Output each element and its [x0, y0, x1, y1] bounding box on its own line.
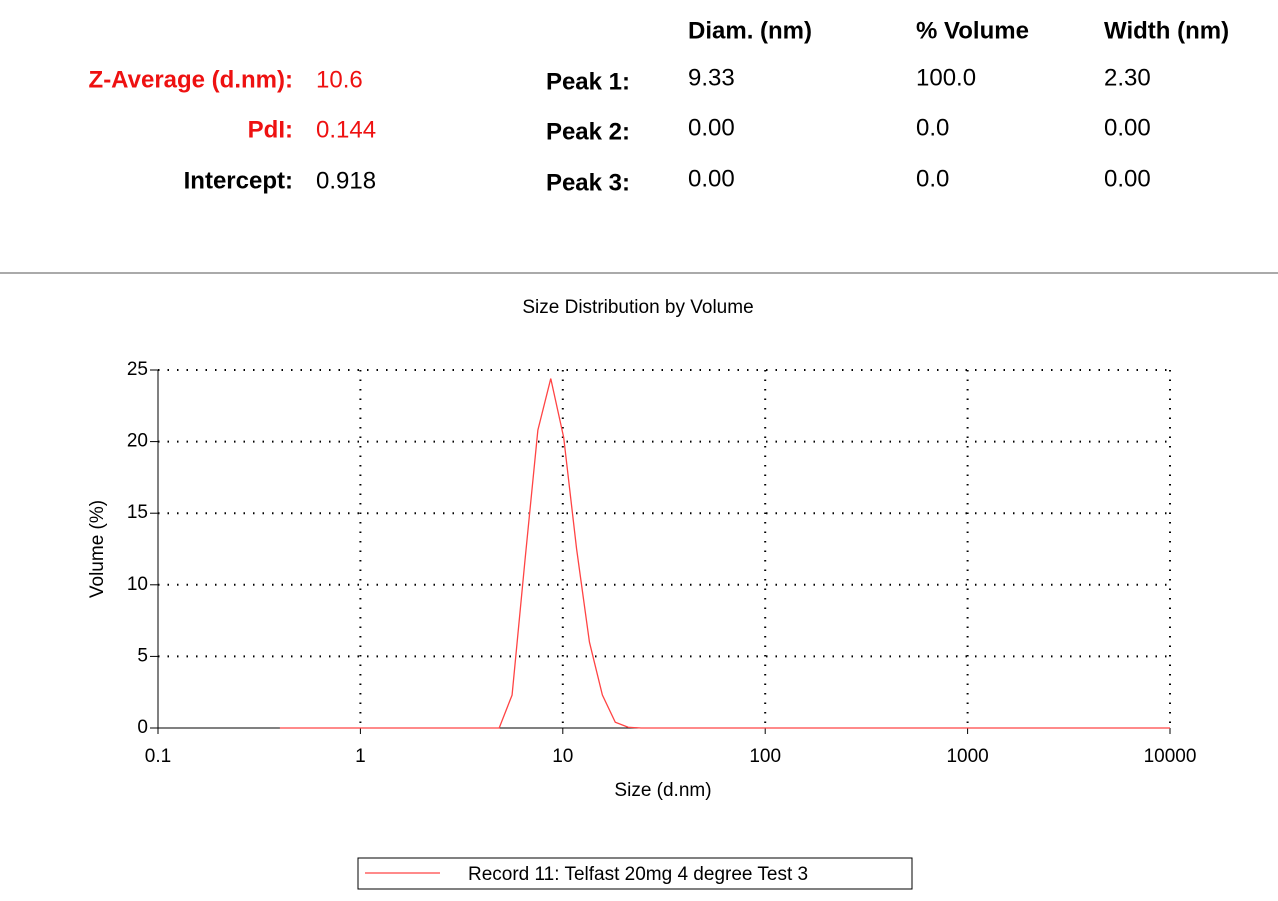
peak-value: 0.00 [688, 165, 735, 192]
peak-label: Peak 3: [546, 169, 630, 196]
peak-value: 0.0 [916, 165, 949, 192]
y-tick-label: 15 [127, 502, 148, 523]
summary-label: Z-Average (d.nm): [89, 66, 293, 93]
peak-header: % Volume [916, 17, 1029, 44]
x-axis-label: Size (d.nm) [614, 780, 711, 801]
legend-label: Record 11: Telfast 20mg 4 degree Test 3 [468, 864, 808, 885]
peak-header: Diam. (nm) [688, 17, 812, 44]
chart-title: Size Distribution by Volume [522, 297, 753, 318]
x-tick-label: 1 [355, 746, 366, 767]
data-line [279, 378, 1170, 729]
y-axis-label: Volume (%) [87, 500, 108, 598]
peak-value: 0.00 [688, 114, 735, 141]
peak-value: 2.30 [1104, 64, 1151, 91]
peak-value: 9.33 [688, 64, 735, 91]
y-tick-label: 0 [137, 717, 148, 738]
y-tick-label: 25 [127, 359, 148, 380]
peak-value: 100.0 [916, 64, 976, 91]
x-tick-label: 10000 [1144, 746, 1197, 767]
x-tick-label: 100 [749, 746, 781, 767]
peak-label: Peak 2: [546, 118, 630, 145]
summary-label: Intercept: [184, 167, 293, 194]
x-tick-label: 1000 [946, 746, 988, 767]
peak-value: 0.0 [916, 114, 949, 141]
y-tick-label: 10 [127, 574, 148, 595]
summary-label: PdI: [248, 116, 293, 143]
x-tick-label: 0.1 [145, 746, 171, 767]
peak-value: 0.00 [1104, 165, 1151, 192]
y-tick-label: 5 [137, 645, 148, 666]
peak-value: 0.00 [1104, 114, 1151, 141]
peak-label: Peak 1: [546, 68, 630, 95]
summary-value: 10.6 [316, 66, 363, 93]
y-tick-label: 20 [127, 431, 148, 452]
x-tick-label: 10 [552, 746, 573, 767]
peak-header: Width (nm) [1104, 17, 1229, 44]
summary-value: 0.918 [316, 167, 376, 194]
legend-box [357, 857, 913, 890]
summary-value: 0.144 [316, 116, 376, 143]
